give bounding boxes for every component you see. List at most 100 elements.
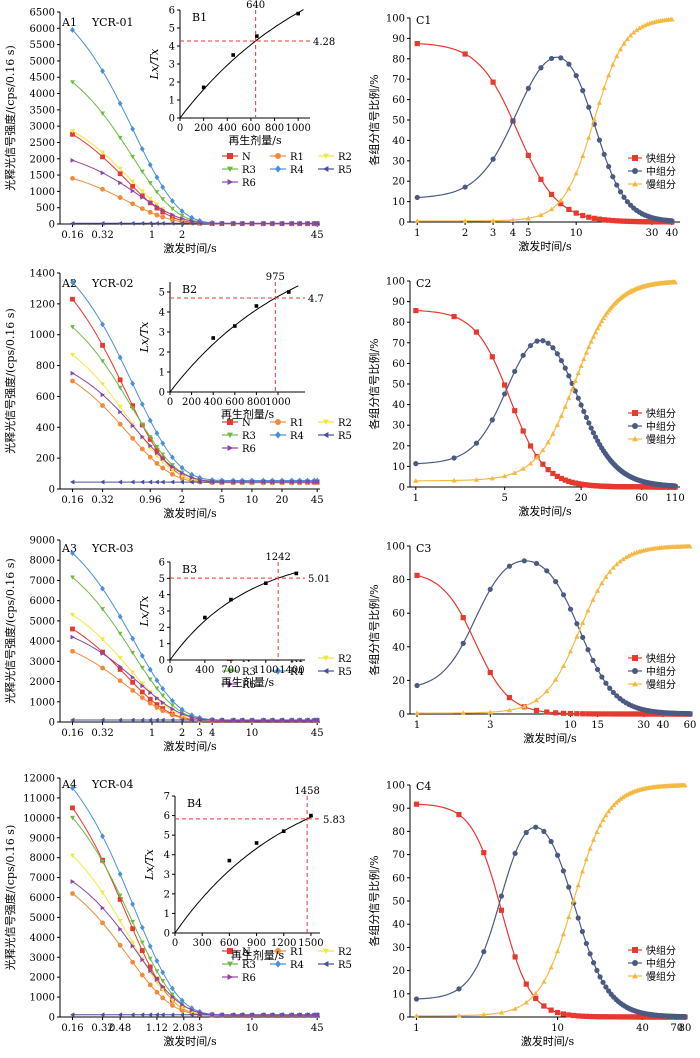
slow-component-point (586, 134, 592, 140)
series-r4-point (147, 161, 153, 168)
series-r1-point (117, 942, 123, 948)
data-point (309, 813, 313, 818)
series-r6-point (261, 1013, 266, 1018)
series-r6-point (270, 718, 275, 723)
fast-component-point (575, 1013, 581, 1019)
equivalent-dose-label: 1458 (294, 786, 319, 797)
legend-label: 慢组分 (646, 433, 676, 446)
medium-component-point (510, 118, 516, 124)
medium-component-point (550, 345, 556, 351)
slow-component-point (593, 329, 599, 335)
series-r1-point (130, 201, 136, 207)
fast-component-point (617, 218, 624, 224)
series-r5-point (160, 1012, 165, 1018)
legend-swatch-marker (323, 419, 329, 425)
legend-swatch-marker (632, 168, 638, 174)
series-r5-point (147, 220, 153, 226)
data-point (264, 581, 268, 586)
series-r4-point (154, 174, 160, 181)
x-tick-label: 1 (149, 230, 155, 241)
y-tick-label: 7000 (30, 576, 55, 587)
y-tick-label: 40 (392, 920, 405, 931)
legend-label: R2 (338, 418, 352, 429)
series-r1-line (72, 650, 318, 722)
series-r1-point (170, 471, 175, 477)
series-r3-point (139, 422, 145, 427)
series-r4-point (179, 997, 185, 1004)
natural-ratio-label: 4.28 (313, 37, 335, 48)
fast-component-line (415, 310, 676, 488)
y-tick-label: 8000 (30, 853, 55, 864)
legend-label: R6 (242, 680, 256, 691)
slow-component-point (603, 812, 609, 818)
fast-component-point (545, 467, 551, 473)
series-r2-point (100, 150, 105, 155)
slow-component-point (599, 318, 605, 324)
fast-component-point (606, 1014, 612, 1020)
equivalent-dose-label: 640 (246, 0, 265, 11)
fast-component-point (580, 212, 586, 219)
series-r5-point (70, 479, 75, 485)
x-tick-label: 10 (551, 1023, 564, 1034)
series-r5-point (189, 717, 194, 723)
series-r4-point (160, 184, 166, 191)
slow-component-point (583, 350, 589, 355)
slow-component-point (541, 979, 547, 984)
series-r6-point (312, 221, 317, 227)
series-r6-point (160, 456, 166, 462)
x-tick-label: 800 (247, 397, 266, 408)
y-tick-label: 2000 (30, 677, 55, 688)
medium-component-point (456, 986, 462, 992)
y-tick-label: 3000 (30, 657, 55, 668)
fast-component-point (487, 669, 493, 676)
fast-component-point (562, 477, 568, 483)
fast-component-point (413, 801, 420, 807)
series-r1-point (170, 712, 175, 718)
series-r1-point (70, 175, 75, 181)
legend-swatch-marker (323, 166, 329, 172)
x-tick-label: 45 (311, 1023, 324, 1034)
y-tick-label: 100 (386, 277, 405, 288)
legend-swatch-marker (275, 153, 281, 159)
data-point (227, 858, 232, 863)
series-r6-point (305, 718, 310, 723)
medium-component-point (603, 984, 609, 990)
legend-swatch-marker (275, 419, 281, 425)
fast-component-point (573, 210, 579, 216)
series-r6-point (289, 1013, 295, 1018)
series-r3-point (100, 111, 105, 116)
series-r3-point (154, 969, 160, 974)
y-tick-label: 800 (36, 361, 55, 372)
series-r6-point (261, 479, 266, 485)
series-r1-point (160, 214, 166, 220)
x-tick-label: 10 (570, 228, 583, 239)
series-r3-point (154, 686, 160, 691)
series-r6-point (289, 221, 295, 227)
slow-component-point (583, 856, 589, 862)
series-r4-point (179, 208, 185, 214)
slow-component-point (594, 588, 601, 593)
series-r2-point (117, 918, 123, 924)
series-r6-point (270, 221, 275, 227)
series-r6-point (140, 957, 145, 963)
series-r1-point (154, 705, 160, 710)
series-r6-point (210, 220, 215, 226)
medium-component-point (414, 194, 420, 201)
fast-component-point (583, 1013, 589, 1019)
slow-component-point (574, 634, 580, 639)
series-r6-point (280, 1013, 285, 1018)
medium-component-point (566, 61, 572, 67)
series-r1-point (147, 982, 153, 988)
y-tick-label: 60 (392, 609, 405, 620)
medium-component-point (553, 579, 559, 585)
medium-component-point (545, 340, 551, 346)
series-r6-point (148, 968, 153, 974)
slow-component-point (527, 460, 534, 466)
fast-component-point (554, 473, 560, 479)
x-tick-label: 2.08 (173, 1023, 195, 1034)
y-tick-label: 10 (392, 462, 405, 473)
series-r6-point (280, 221, 285, 227)
series-r1-line (72, 177, 318, 225)
medium-component-point (600, 979, 606, 985)
slow-component-point (545, 439, 551, 445)
